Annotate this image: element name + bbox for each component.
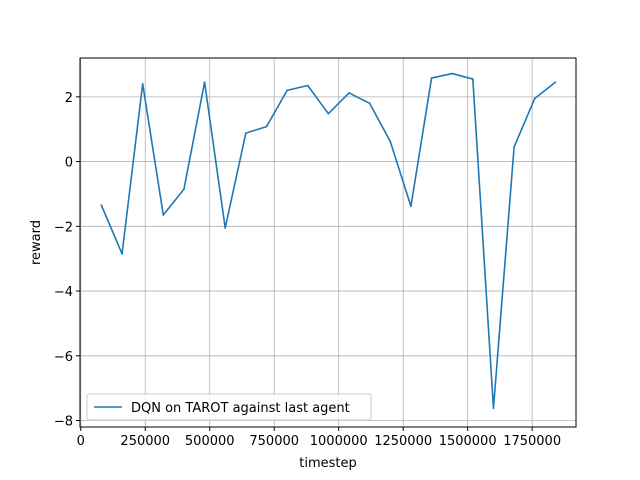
y-tick-label: 2 bbox=[65, 91, 73, 106]
data-point bbox=[513, 146, 515, 148]
legend: DQN on TAROT against last agent bbox=[87, 394, 371, 420]
x-tick-label: 250000 bbox=[120, 434, 170, 449]
data-point bbox=[389, 141, 391, 143]
data-point bbox=[162, 214, 164, 216]
data-point bbox=[327, 113, 329, 115]
x-tick-label: 1750000 bbox=[503, 434, 561, 449]
data-point bbox=[286, 89, 288, 91]
data-point bbox=[554, 81, 556, 83]
x-tick-label: 1500000 bbox=[439, 434, 497, 449]
y-axis-label: reward bbox=[29, 220, 44, 265]
x-tick-label: 1250000 bbox=[374, 434, 432, 449]
data-point bbox=[493, 407, 495, 409]
data-point bbox=[266, 126, 268, 128]
data-point bbox=[142, 83, 144, 85]
data-point bbox=[121, 253, 123, 255]
data-point bbox=[204, 81, 206, 83]
y-tick-label: 0 bbox=[65, 156, 73, 171]
y-tick-label: −4 bbox=[54, 285, 73, 300]
x-tick-label: 500000 bbox=[185, 434, 235, 449]
legend-entry-label: DQN on TAROT against last agent bbox=[131, 401, 350, 416]
x-tick-label: 750000 bbox=[249, 434, 299, 449]
data-point bbox=[410, 205, 412, 207]
data-point bbox=[224, 227, 226, 229]
data-point bbox=[369, 102, 371, 104]
x-axis-label: timestep bbox=[299, 456, 357, 471]
data-point bbox=[101, 204, 103, 206]
data-point bbox=[431, 77, 433, 79]
data-point bbox=[307, 85, 309, 87]
data-point bbox=[534, 98, 536, 100]
x-tick-label: 0 bbox=[77, 434, 85, 449]
y-tick-label: −8 bbox=[54, 415, 73, 430]
data-point bbox=[451, 73, 453, 75]
y-tick-label: −2 bbox=[54, 220, 73, 235]
data-point bbox=[245, 132, 247, 134]
data-point bbox=[183, 188, 185, 190]
x-tick-label: 1000000 bbox=[310, 434, 368, 449]
y-tick-label: −6 bbox=[54, 350, 73, 365]
data-point bbox=[472, 78, 474, 80]
data-point bbox=[348, 92, 350, 94]
